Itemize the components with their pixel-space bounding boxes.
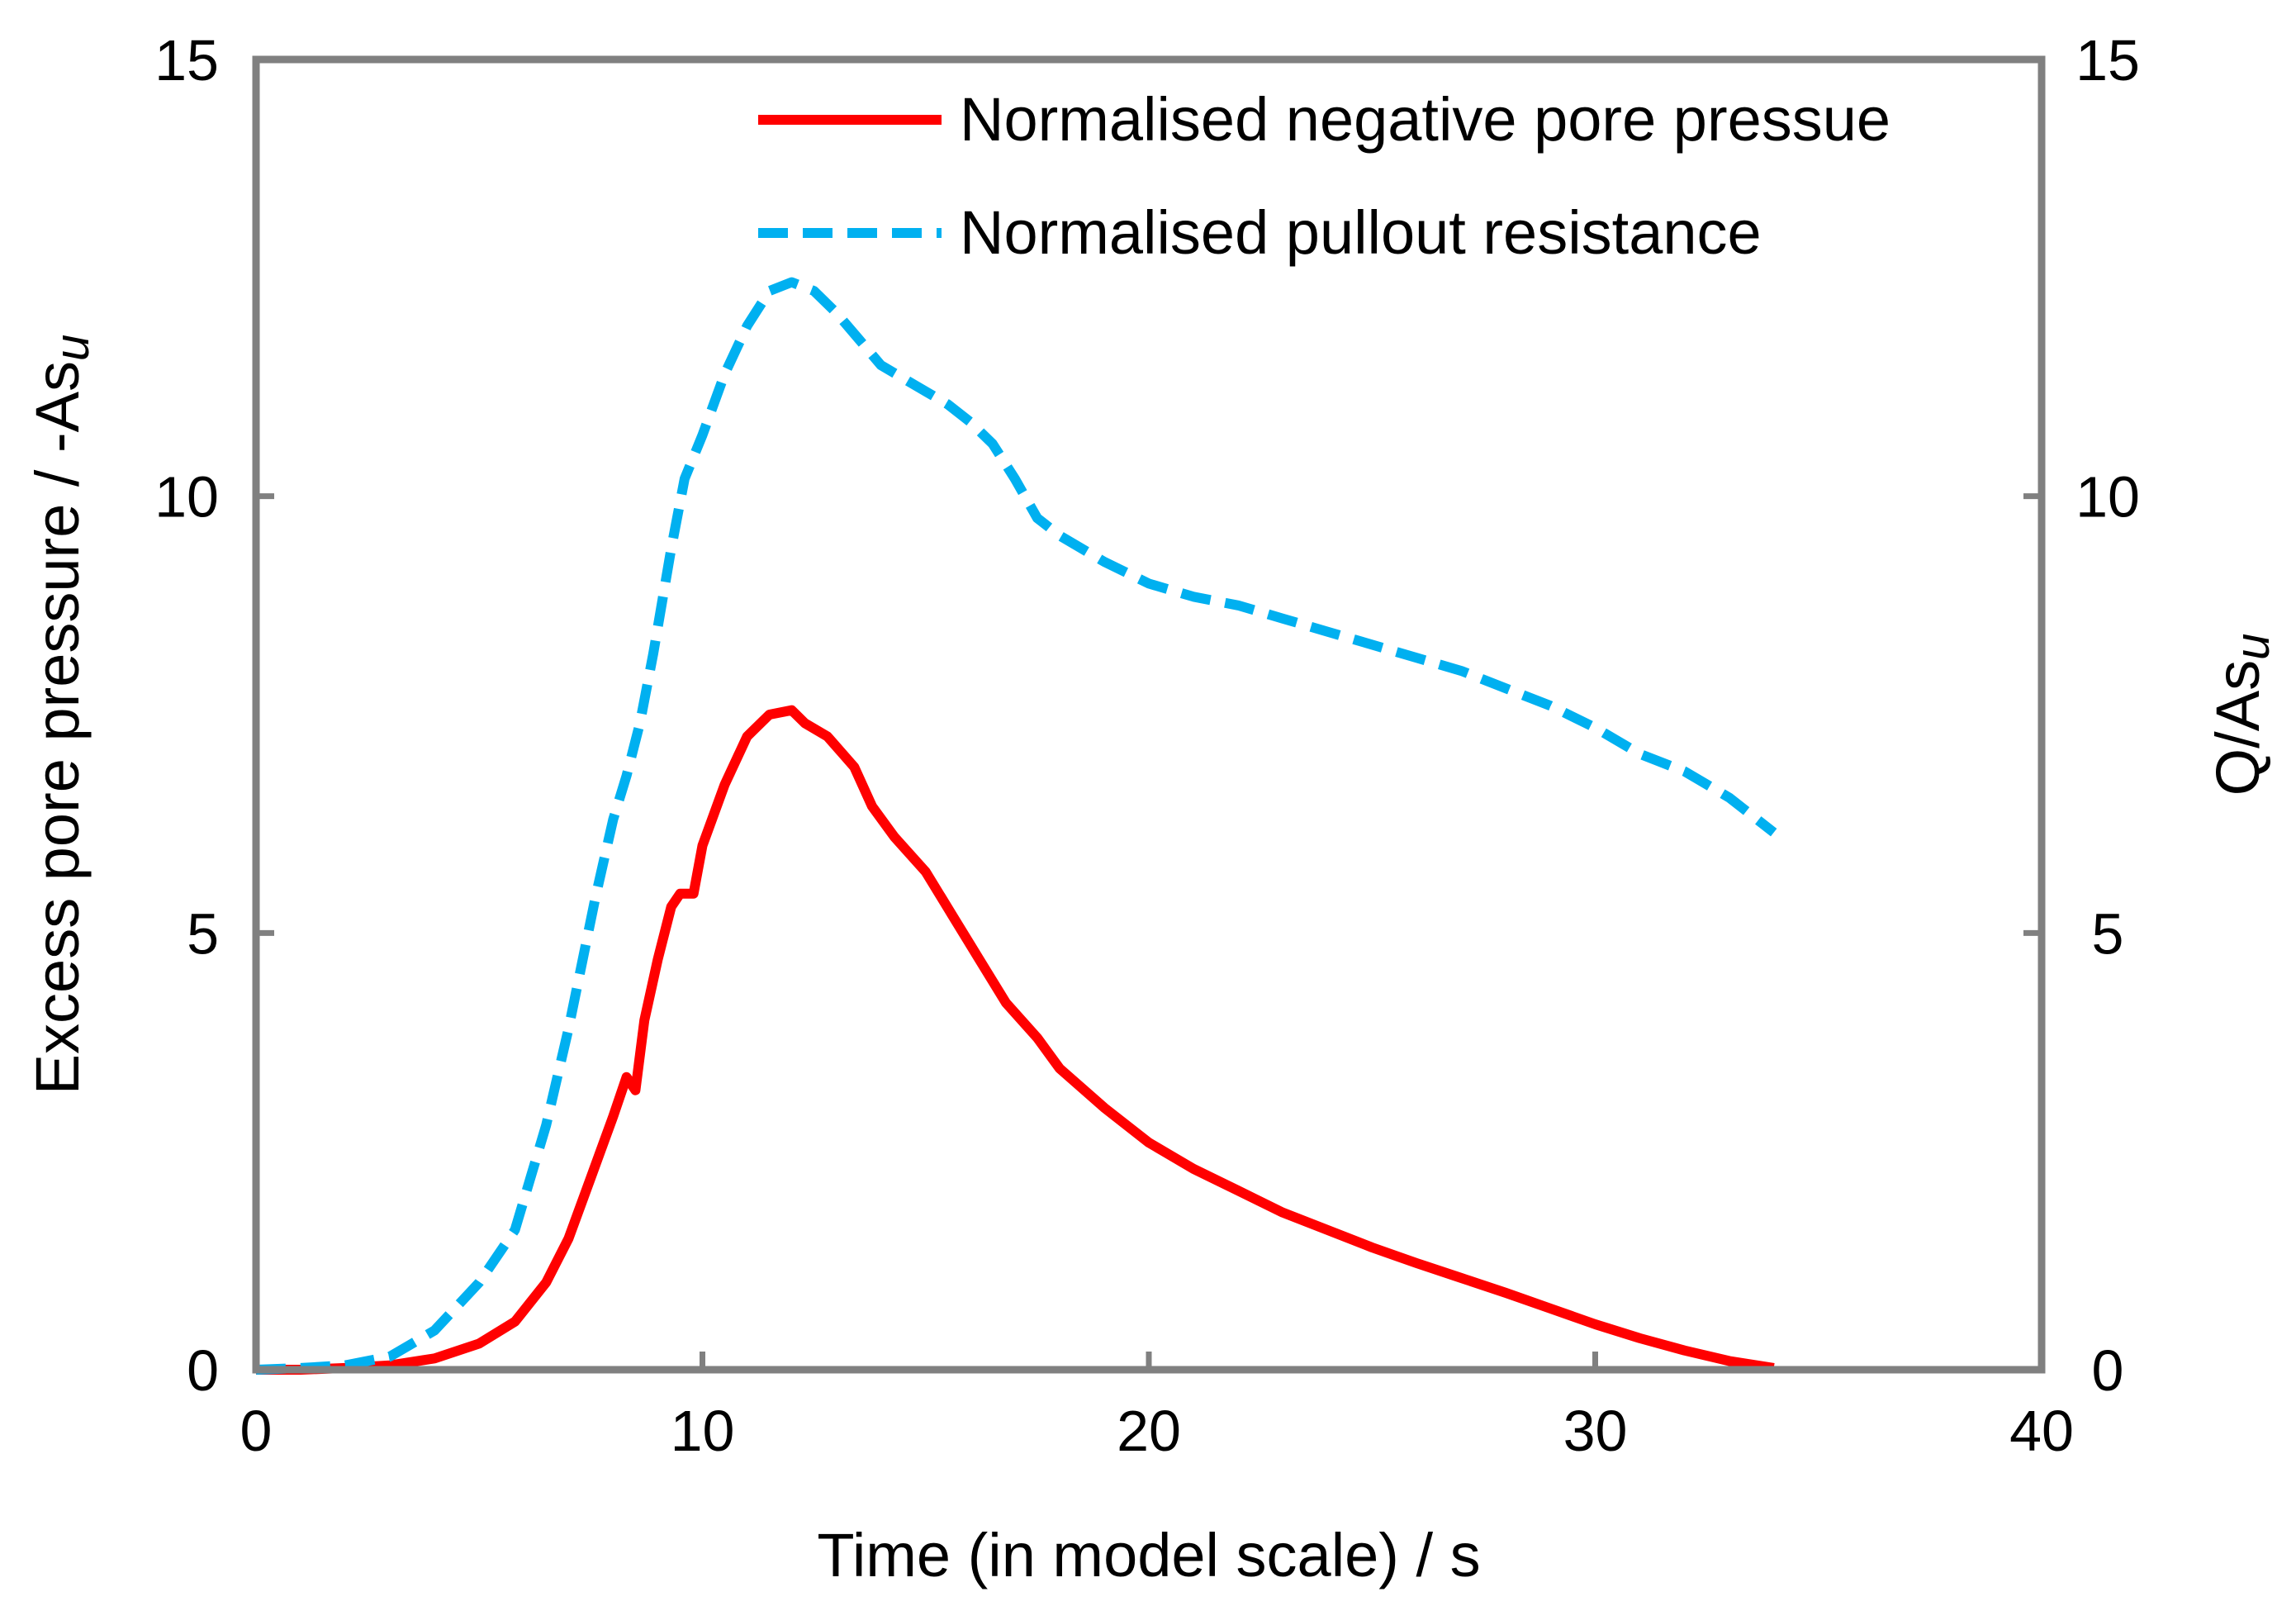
y-right-title-main: Q/As xyxy=(2203,660,2272,796)
y-left-tick-label-5: 5 xyxy=(187,901,219,966)
x-tick-label-30: 30 xyxy=(1563,1399,1628,1463)
ticks-layer xyxy=(253,56,2045,1373)
y-left-title-main: Excess pore pressure / -As xyxy=(23,361,92,1095)
legend-label-2: Normalised pullout resistance xyxy=(960,198,1762,267)
series-line-1 xyxy=(256,705,1775,1375)
x-tick-label-10: 10 xyxy=(671,1399,735,1463)
y-right-tick-label-0: 0 xyxy=(2092,1338,2124,1403)
x-tick-label-0: 0 xyxy=(240,1399,273,1463)
y-right-title-sub: u xyxy=(2226,634,2279,660)
series-layer xyxy=(255,277,1777,1375)
y-left-tick-label-15: 15 xyxy=(154,28,219,93)
y-left-tick-label-10: 10 xyxy=(154,465,219,530)
y-left-axis-title: Excess pore pressure / -Asu xyxy=(23,335,99,1095)
x-tick-label-40: 40 xyxy=(2009,1399,2074,1463)
series-line-2 xyxy=(255,277,1777,1375)
y-right-axis-title: Q/Asu xyxy=(2203,634,2279,796)
y-right-tick-label-15: 15 xyxy=(2075,28,2140,93)
x-axis-title: Time (in model scale) / s xyxy=(817,1521,1480,1589)
y-right-tick-label-10: 10 xyxy=(2075,465,2140,530)
y-right-tick-label-5: 5 xyxy=(2092,901,2124,966)
x-tick-label-20: 20 xyxy=(1117,1399,1181,1463)
legend: Normalised negative pore pressue Normalis… xyxy=(758,85,1890,267)
legend-label-1: Normalised negative pore pressue xyxy=(960,85,1890,154)
y-left-tick-label-0: 0 xyxy=(187,1338,219,1403)
y-left-title-sub: u xyxy=(45,335,99,361)
